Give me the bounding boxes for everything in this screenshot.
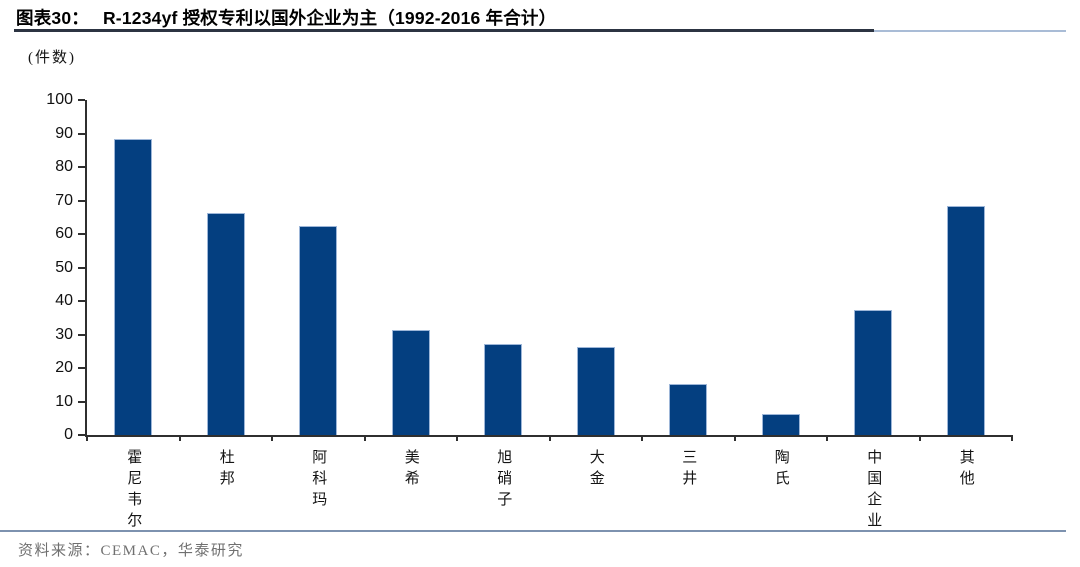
- x-tick-mark: [641, 435, 643, 441]
- bar: [854, 310, 893, 435]
- y-tick-mark: [78, 99, 85, 101]
- y-tick-label: 30: [55, 325, 73, 343]
- y-tick-mark: [78, 266, 85, 269]
- bar: [206, 212, 245, 435]
- bar: [391, 330, 430, 435]
- y-tick-mark: [78, 233, 85, 235]
- x-tick-mark: [363, 435, 366, 441]
- x-category-label: 中国企业: [865, 449, 882, 533]
- y-tick-label: 90: [55, 124, 73, 142]
- y-tick-label: 50: [55, 258, 73, 276]
- source-text: 资料来源：CEMAC，华泰研究: [18, 543, 244, 559]
- y-tick-mark: [78, 400, 85, 403]
- x-tick-mark: [178, 435, 181, 441]
- y-tick-label: 100: [46, 91, 73, 108]
- bar: [669, 383, 708, 435]
- bar: [484, 343, 523, 435]
- x-category-label: 杜邦: [217, 449, 234, 491]
- y-tick-mark: [78, 132, 85, 135]
- y-tick-mark: [78, 199, 85, 202]
- x-category-label: 旭硝子: [495, 449, 512, 512]
- x-tick-mark: [1011, 435, 1013, 441]
- y-tick-label: 10: [55, 392, 73, 410]
- footer-rule: [0, 530, 1066, 532]
- x-category-label: 陶氏: [772, 449, 789, 491]
- x-tick-mark: [918, 435, 921, 441]
- bar: [946, 206, 985, 435]
- bar: [114, 139, 153, 435]
- y-tick-mark: [78, 300, 85, 302]
- title-rule-dark: [14, 29, 874, 32]
- x-tick-mark: [271, 435, 273, 441]
- y-tick-label: 60: [55, 225, 73, 242]
- y-tick-label: 0: [64, 426, 73, 443]
- y-tick-label: 20: [55, 359, 73, 376]
- bar: [299, 226, 338, 435]
- y-tick-mark: [78, 367, 85, 369]
- y-tick-label: 80: [55, 158, 73, 175]
- x-tick-mark: [86, 435, 88, 441]
- x-category-label: 霍尼韦尔: [125, 449, 142, 533]
- y-tick-mark: [78, 333, 85, 336]
- x-category-label: 美希: [402, 449, 419, 491]
- y-axis-unit-label: (件数): [28, 50, 76, 66]
- x-category-label: 其他: [957, 449, 974, 491]
- y-tick-label: 40: [55, 292, 73, 309]
- x-category-label: 三井: [680, 449, 697, 491]
- bar: [576, 346, 615, 435]
- figure-title-text: R-1234yf 授权专利以国外企业为主（1992-2016 年合计）: [102, 8, 557, 28]
- bar-chart-plot: 0 10 20 30 40 50 60 70 80 90 100 霍尼韦尔 杜邦 阿科玛 美希 旭硝子 大金 三井…: [46, 91, 1013, 533]
- x-tick-mark: [733, 435, 736, 441]
- x-tick-mark: [456, 435, 458, 441]
- figure-title: 图表30： R-1234yf 授权专利以国外企业为主（1992-2016 年合计）: [16, 5, 556, 31]
- x-category-label: 阿科玛: [310, 449, 327, 512]
- y-tick-label: 70: [55, 191, 73, 209]
- y-tick-mark: [78, 434, 85, 436]
- bar: [761, 413, 800, 435]
- x-tick-mark: [548, 435, 551, 441]
- y-tick-mark: [78, 166, 85, 168]
- figure-number-label: 图表30：: [16, 8, 89, 28]
- x-tick-mark: [826, 435, 828, 441]
- x-category-label: 大金: [587, 449, 604, 491]
